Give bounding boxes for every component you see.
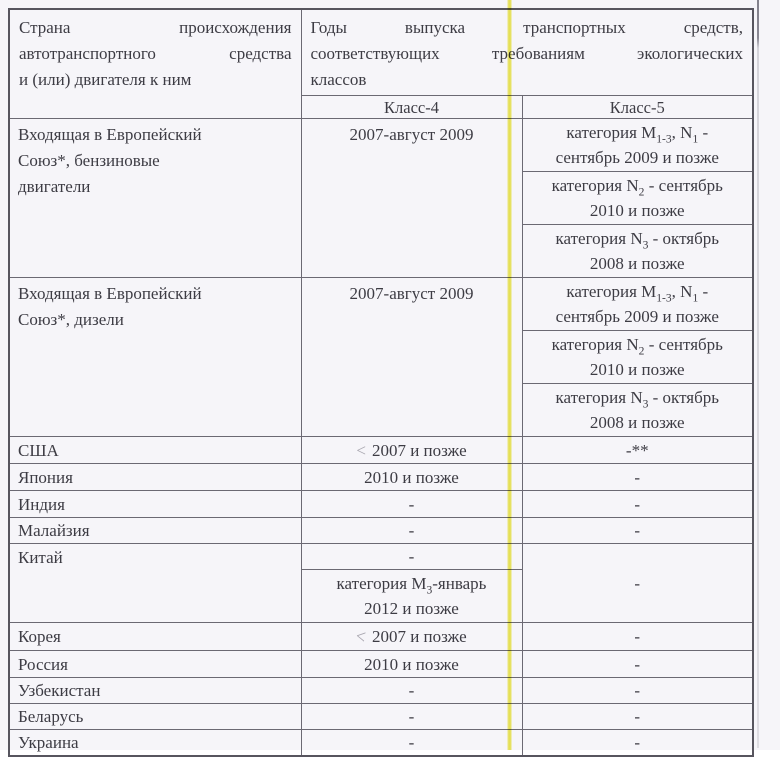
table-row-russia: Россия 2010 и позже - [8, 650, 754, 678]
table-row-japan: Япония 2010 и позже - [8, 463, 754, 491]
cell-class5-eu-diesel-n2: категория N2 - сентябрь 2010 и позже [521, 330, 754, 384]
header-years-line: соответствующих требованиям экологически… [310, 44, 744, 63]
table-row-eu-diesel-n2: категория N2 - сентябрь 2010 и позже [9, 330, 754, 384]
country-line: двигатели [18, 177, 91, 196]
category-line: категория N3 - октябрь [555, 229, 719, 252]
header-country-line: и (или) двигателя к ним [19, 70, 192, 89]
cell-class5-korea: - [521, 622, 754, 651]
country-line: Союз*, дизели [18, 310, 124, 329]
table-row-eu-petrol-n3: категория N3 - октябрь 2008 и позже [9, 224, 754, 278]
cell-class4-belarus: - [300, 703, 523, 730]
cell-class5-belarus: - [521, 703, 754, 730]
table-row-india: Индия - - [8, 490, 754, 518]
table-row-usa: США <2007 и позже -** [8, 436, 754, 464]
cell-class5-india: - [521, 490, 754, 518]
category-line: сентябрь 2009 и позже [555, 307, 719, 326]
category-line: категория N2 - сентябрь [551, 176, 723, 199]
cell-country-japan: Япония [8, 463, 302, 491]
cell-class4-korea: <2007 и позже [300, 622, 523, 651]
category-line: категория N3 - октябрь [555, 388, 719, 411]
pencil-mark: < [354, 624, 368, 649]
cell-class5-china: - [521, 543, 754, 623]
category-line: 2010 и позже [589, 360, 685, 379]
cell-class4-russia: 2010 и позже [300, 650, 523, 678]
category-line: 2008 и позже [589, 413, 685, 432]
cell-country-russia: Россия [8, 650, 302, 678]
table-row-eu-petrol: Входящая в Европейский Союз*, бензиновые… [8, 118, 754, 278]
class4-value: 2007 и позже [371, 627, 467, 646]
cell-class5-russia: - [521, 650, 754, 678]
cell-class4-uzbekistan: - [300, 677, 523, 704]
category-line: категория N2 - сентябрь [551, 335, 723, 358]
header-class5-cell: Класс-5 [521, 95, 754, 119]
country-line: Входящая в Европейский [18, 284, 202, 303]
category-line: 2012 и позже [364, 599, 459, 618]
table-row-eu-diesel: Входящая в Европейский Союз*, дизели 200… [8, 277, 754, 437]
cell-class5-ukraine: - [521, 729, 754, 757]
table-row-belarus: Беларусь - - [8, 703, 754, 730]
cell-class4-china-m3: категория M3-январь 2012 и позже [300, 569, 523, 623]
category-line: категория M1-3, N1 - [566, 282, 709, 305]
table-row-malaysia: Малайзия - - [8, 517, 754, 544]
category-line: сентябрь 2009 и позже [555, 148, 719, 167]
table-row-korea: Корея <2007 и позже - [8, 622, 754, 651]
cell-class5-usa: -** [521, 436, 754, 464]
header-country-cell: Страна происхождения автотранспортного с… [8, 8, 302, 119]
category-line: категория M1-3, N1 - [566, 123, 709, 146]
pencil-mark: < [356, 440, 366, 460]
cell-class4-china-top: - [300, 543, 523, 570]
class4-value: 2007 и позже [371, 440, 467, 460]
table-row-uzbekistan: Узбекистан - - [8, 677, 754, 704]
cell-class5-eu-petrol-n3: категория N3 - октябрь 2008 и позже [521, 224, 754, 278]
cell-class5-eu-petrol-n2: категория N2 - сентябрь 2010 и позже [521, 171, 754, 225]
country-line: Входящая в Европейский [18, 125, 202, 144]
cell-country-china: Китай [8, 543, 302, 623]
category-line: 2008 и позже [589, 254, 685, 273]
cell-class5-eu-diesel-n3: категория N3 - октябрь 2008 и позже [521, 383, 754, 437]
header-class4-cell: Класс-4 [300, 95, 523, 119]
cell-class4-eu-diesel: 2007-август 2009 [300, 277, 523, 437]
table-row-ukraine: Украина - - [8, 729, 754, 757]
country-line: Союз*, бензиновые [18, 151, 160, 170]
header-country-line: автотранспортного средства [19, 44, 292, 63]
header-country-line: Страна происхождения [19, 18, 292, 37]
table-row-eu-diesel-n3: категория N3 - октябрь 2008 и позже [9, 383, 754, 437]
cell-class5-eu-petrol-m13: категория M1-3, N1 - сентябрь 2009 и поз… [521, 118, 754, 172]
header-years-cell: Годы выпуска транспортных средств, соотв… [300, 8, 754, 96]
cell-class5-japan: - [521, 463, 754, 491]
cell-country-malaysia: Малайзия [8, 517, 302, 544]
cell-class5-malaysia: - [521, 517, 754, 544]
cell-class4-ukraine: - [300, 729, 523, 757]
vehicle-eco-class-table: Страна происхождения автотранспортного с… [8, 8, 755, 757]
cell-country-korea: Корея [8, 622, 302, 651]
scanned-page: Страна происхождения автотранспортного с… [8, 8, 755, 757]
cell-class4-eu-petrol: 2007-август 2009 [300, 118, 523, 278]
cell-country-ukraine: Украина [8, 729, 302, 757]
cell-class5-eu-diesel-m13: категория M1-3, N1 - сентябрь 2009 и поз… [521, 277, 754, 331]
cell-country-india: Индия [8, 490, 302, 518]
cell-class4-japan: 2010 и позже [300, 463, 523, 491]
cell-country-eu-diesel: Входящая в Европейский Союз*, дизели [8, 277, 302, 437]
cell-class4-usa: <2007 и позже [300, 436, 523, 464]
header-years-line: Годы выпуска транспортных средств, [310, 18, 744, 37]
table-subheader-row: Класс-4 Класс-5 [9, 95, 754, 119]
cell-country-uzbekistan: Узбекистан [8, 677, 302, 704]
cell-country-belarus: Беларусь [8, 703, 302, 730]
table-header-row: Страна происхождения автотранспортного с… [8, 8, 754, 119]
table-row-china-m3: категория M3-январь 2012 и позже [9, 569, 753, 623]
table-row-china: Китай - - [8, 543, 754, 623]
cell-country-usa: США [8, 436, 302, 464]
cell-class4-malaysia: - [300, 517, 523, 544]
header-years-line: классов [310, 70, 367, 89]
cell-class4-india: - [300, 490, 523, 518]
cell-class5-uzbekistan: - [521, 677, 754, 704]
category-line: категория M3-январь [336, 574, 487, 597]
cell-country-eu-petrol: Входящая в Европейский Союз*, бензиновые… [8, 118, 302, 278]
category-line: 2010 и позже [589, 201, 685, 220]
